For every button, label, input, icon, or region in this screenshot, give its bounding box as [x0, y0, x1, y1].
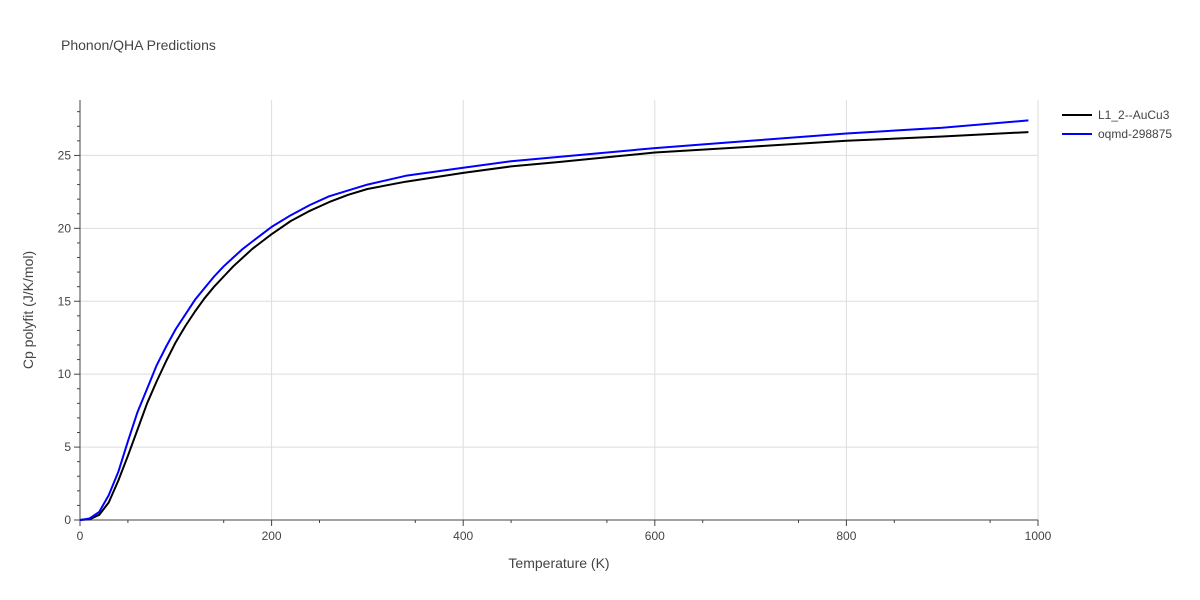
grid	[80, 100, 1039, 520]
x-tick-label: 800	[836, 529, 856, 543]
x-tick-label: 0	[77, 529, 84, 543]
series-line-0	[79, 131, 1029, 521]
x-tick-label: 200	[262, 529, 282, 543]
y-tick-label: 25	[58, 148, 72, 162]
legend-item-1[interactable]: oqmd-298875	[1062, 127, 1172, 141]
legend-label: oqmd-298875	[1098, 127, 1172, 141]
y-tick-label: 10	[58, 367, 72, 381]
series-line-1	[79, 119, 1029, 521]
x-tick-label: 600	[645, 529, 665, 543]
chart-title: Phonon/QHA Predictions	[61, 37, 216, 53]
y-tick-label: 15	[58, 294, 72, 308]
legend[interactable]: L1_2--AuCu3 oqmd-298875	[1062, 108, 1172, 141]
series-lines	[79, 119, 1029, 521]
y-tick-label: 5	[64, 440, 71, 454]
legend-item-0[interactable]: L1_2--AuCu3	[1062, 108, 1170, 122]
y-axis-label: Cp polyfit (J/K/mol)	[20, 251, 36, 369]
legend-label: L1_2--AuCu3	[1098, 108, 1170, 122]
x-axis-label: Temperature (K)	[508, 555, 609, 571]
x-ticks: 0 200 400 600 800 1000	[77, 520, 1052, 543]
y-tick-label: 20	[58, 221, 72, 235]
x-tick-label: 400	[453, 529, 473, 543]
y-ticks: 0 5 10 15 20 25	[58, 111, 80, 527]
x-tick-label: 1000	[1025, 529, 1052, 543]
y-tick-label: 0	[64, 513, 71, 527]
